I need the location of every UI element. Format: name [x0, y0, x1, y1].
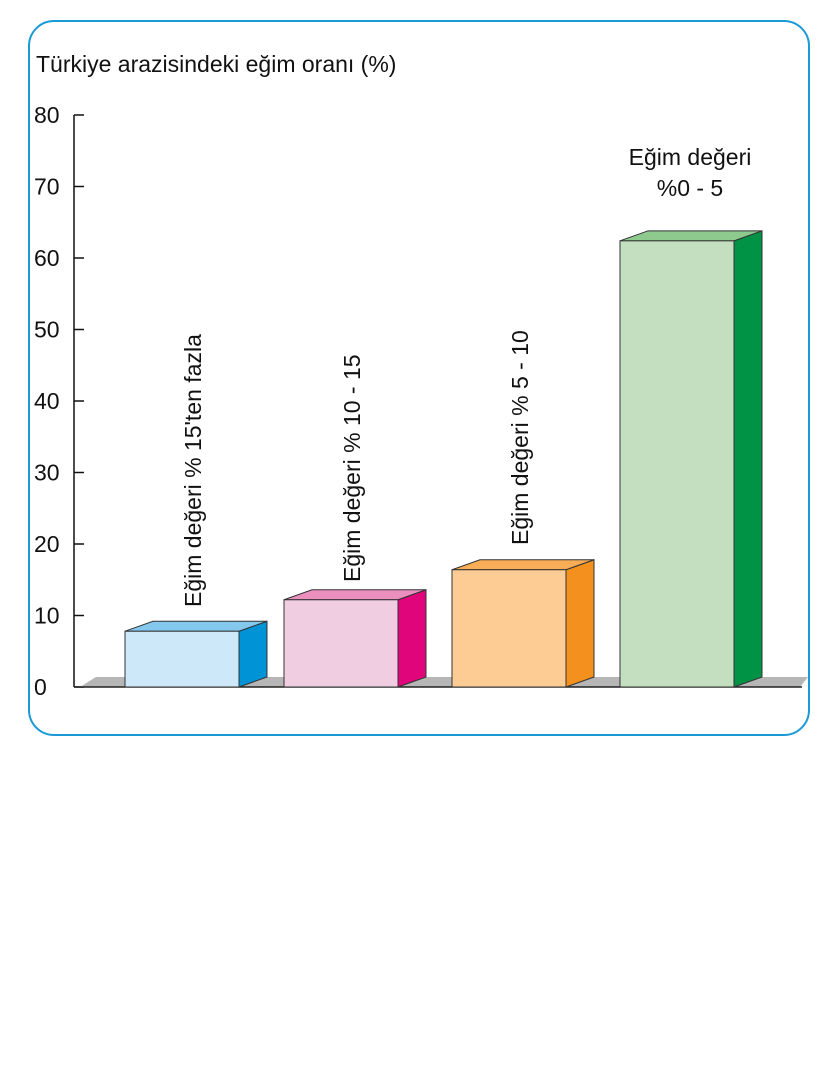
- bar-side: [238, 620, 268, 688]
- bar-side: [565, 559, 595, 688]
- chart-title: Türkiye arazisindeki eğim oranı (%): [36, 51, 396, 77]
- bar-front: [283, 599, 399, 688]
- y-tick-label: 0: [34, 674, 47, 700]
- bar: [619, 230, 763, 688]
- category-label-line: %0 - 5: [657, 175, 723, 201]
- category-label-line: Eğim değeri: [629, 144, 752, 170]
- category-label: Eğim değeri % 10 - 15: [339, 354, 365, 582]
- y-tick-label: 10: [34, 603, 60, 629]
- bar-side: [397, 589, 427, 688]
- category-label: Eğim değeri % 15'ten fazla: [180, 334, 206, 607]
- bar-front: [124, 630, 240, 688]
- category-label: Eğim değeri %0 - 5: [629, 144, 752, 201]
- y-tick-label: 50: [34, 317, 60, 343]
- y-tick-label: 60: [34, 245, 60, 271]
- y-axis: 0 10 20 30 40 50 60 70 80: [34, 102, 84, 700]
- y-tick-label: 70: [34, 174, 60, 200]
- bar-side: [733, 230, 763, 688]
- bar-front: [451, 569, 567, 688]
- y-tick-label: 40: [34, 388, 60, 414]
- bars: [124, 230, 763, 688]
- bar-front: [619, 240, 735, 688]
- bar: [124, 620, 268, 688]
- bar: [283, 589, 427, 688]
- bar: [451, 559, 595, 688]
- y-tick-label: 20: [34, 531, 60, 557]
- y-tick-label: 30: [34, 460, 60, 486]
- y-tick-label: 80: [34, 102, 60, 128]
- bar-labels: Eğim değeri % 15'ten fazla Eğim değeri % …: [180, 144, 751, 607]
- category-label: Eğim değeri % 5 - 10: [507, 330, 533, 545]
